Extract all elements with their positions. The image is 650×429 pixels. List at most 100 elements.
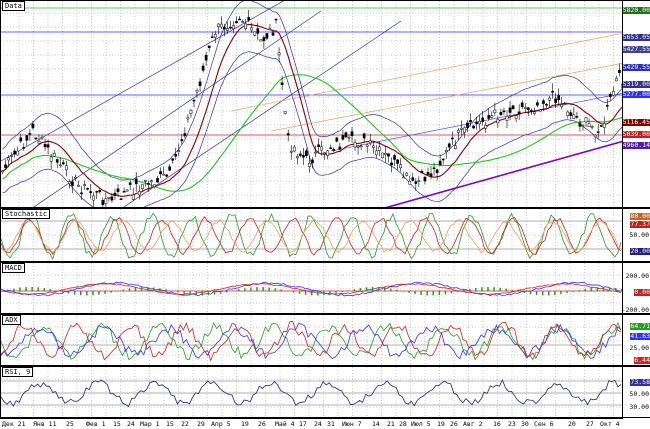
macd-histogram-bar: [560, 291, 562, 295]
candle-body: [487, 115, 491, 119]
candle-body: [298, 153, 302, 156]
candle-body: [83, 184, 86, 186]
candle-body: [590, 126, 594, 128]
candle-body: [89, 191, 93, 193]
candle-body: [517, 111, 521, 115]
macd-histogram-bar: [499, 287, 501, 292]
macd-histogram-bar: [128, 288, 131, 292]
date-label: Окт 4: [600, 420, 620, 428]
macd-histogram-bar: [590, 287, 593, 292]
macd-histogram-bar: [438, 291, 441, 296]
macd-histogram-bar: [104, 291, 106, 294]
macd-histogram-bar: [420, 291, 422, 295]
candle-body: [523, 107, 527, 109]
price-pane[interactable]: Data: [0, 0, 623, 208]
date-label: 22: [181, 420, 189, 428]
stochastic-scale-label: 80.00: [630, 212, 650, 220]
candle-body: [147, 182, 150, 185]
candle-body: [469, 120, 472, 123]
macd-scale: 200.00 0.00 -200.00: [621, 262, 650, 314]
macd-histogram-bar: [359, 288, 362, 292]
candle-body: [615, 78, 618, 82]
macd-histogram-bar: [219, 291, 222, 294]
candle-body: [22, 147, 26, 149]
date-label: 14: [372, 420, 380, 428]
stochastic-pane[interactable]: Stochastic: [0, 208, 623, 262]
candle-body: [305, 150, 308, 157]
rsi-chart[interactable]: [1, 367, 623, 418]
date-axis: Дек 21 Янв 11 25 Фев 1 15 24 Мар 1 15 22…: [0, 418, 623, 429]
candle-body: [326, 150, 330, 156]
macd-histogram-bar: [493, 287, 495, 292]
candle-body: [551, 91, 554, 93]
candle-body: [159, 171, 162, 175]
candle-body: [226, 28, 229, 31]
candle-body: [618, 69, 621, 73]
rsi-pane-title: RSI, 9: [2, 367, 34, 377]
macd-histogram-bar: [165, 289, 167, 292]
date-label: 26: [450, 420, 458, 428]
adx-scale-label: 25.00: [629, 344, 649, 352]
candle-body: [43, 144, 47, 148]
candle-body: [371, 145, 375, 148]
macd-histogram-bar: [548, 291, 550, 296]
candle-body: [134, 178, 138, 185]
macd-histogram-bar: [31, 287, 33, 292]
candle-body: [64, 165, 68, 171]
macd-chart[interactable]: [1, 263, 623, 314]
macd-histogram-bar: [414, 291, 416, 295]
candle-body: [499, 111, 503, 115]
price-scale-label: 5427.55: [622, 45, 650, 53]
rsi-scale: 73.58 50.00 30.00: [623, 366, 650, 418]
candle-body: [25, 135, 29, 141]
macd-histogram-bar: [98, 291, 100, 295]
macd-histogram-bar: [250, 287, 252, 292]
date-label: 20: [568, 420, 576, 428]
date-label: Фев 1: [86, 420, 106, 428]
date-label: Дек 21: [2, 420, 26, 428]
macd-histogram-bar: [608, 287, 611, 292]
macd-histogram-bar: [620, 288, 622, 292]
candle-body: [46, 144, 50, 148]
stochastic-chart[interactable]: [1, 209, 623, 262]
candle-body: [599, 125, 603, 127]
price-chart[interactable]: [1, 1, 623, 208]
date-label: 15: [113, 420, 121, 428]
rsi-pane[interactable]: RSI, 9: [0, 366, 623, 418]
candle-body: [411, 177, 415, 181]
candle-body: [168, 166, 172, 171]
candle-body: [71, 181, 74, 186]
candle-body: [444, 150, 448, 152]
candle-body: [259, 39, 263, 42]
adx-pane[interactable]: ADX: [0, 314, 623, 366]
date-label: Сен 6: [534, 420, 554, 428]
price-scale-label: 5277.00: [622, 90, 650, 98]
candle-body: [13, 150, 17, 155]
candle-body: [150, 180, 153, 182]
candle-body: [520, 102, 524, 108]
candle-body: [201, 65, 205, 71]
macd-pane[interactable]: MACD: [0, 262, 623, 314]
candle-body: [308, 162, 311, 167]
macd-scale-label: -200.00: [621, 306, 649, 314]
candle-body: [496, 119, 500, 123]
candle-body: [216, 23, 220, 27]
candle-body: [435, 169, 439, 173]
candle-body: [587, 123, 591, 128]
macd-histogram-bar: [55, 290, 58, 292]
candle-body: [311, 159, 314, 164]
macd-histogram-bar: [92, 291, 94, 296]
macd-histogram-bar: [152, 287, 155, 292]
macd-line: [1, 281, 622, 297]
rsi-scale-label: 50.00: [629, 390, 649, 398]
adx-chart[interactable]: [1, 315, 623, 366]
candle-body: [286, 133, 290, 136]
macd-histogram-bar: [572, 291, 574, 292]
adx-scale-label: 6.44: [634, 356, 650, 364]
candle-body: [137, 191, 141, 196]
rsi-scale-label: 30.00: [629, 403, 649, 411]
candle-body: [104, 198, 108, 204]
candle-body: [593, 134, 597, 138]
candle-body: [457, 129, 460, 133]
macd-histogram-bar: [19, 287, 21, 292]
